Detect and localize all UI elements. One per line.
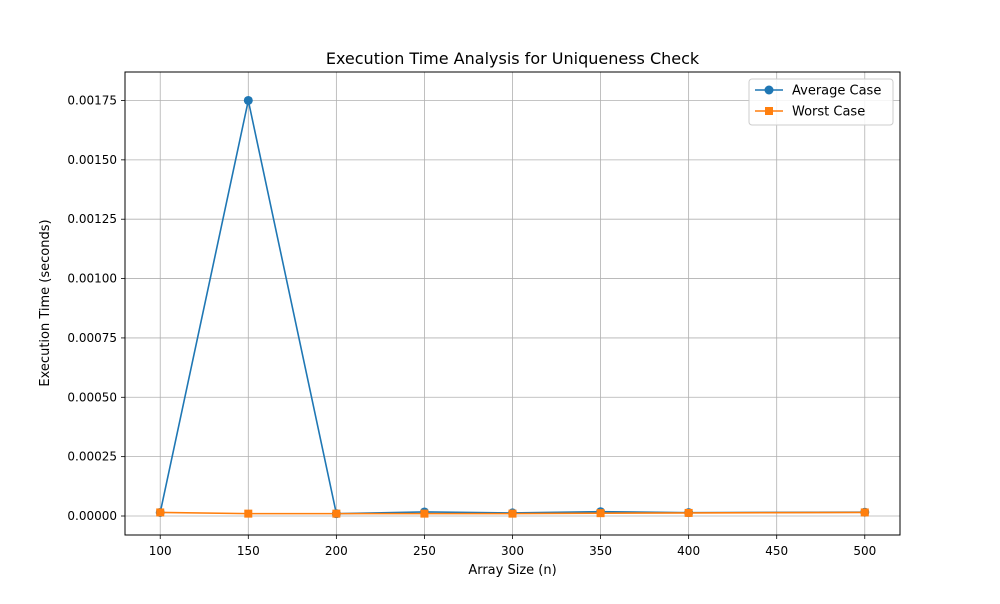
y-tick-label: 0.00025	[67, 450, 117, 464]
plot-series	[155, 95, 870, 519]
worst-case-data-point	[596, 509, 605, 518]
worst-case-data-point	[860, 508, 869, 517]
axis-ticks: 100 150 200 250 300 350 400 450 500 0.00000 0.0002…	[67, 93, 876, 558]
worst-case-data-point	[156, 508, 165, 517]
grid	[125, 72, 900, 535]
average-case-data-point	[243, 95, 253, 105]
worst-case-legend-label: Worst Case	[792, 105, 865, 120]
y-tick-label: 0.00100	[67, 272, 117, 286]
x-tick-label: 250	[413, 544, 436, 558]
worst-case-data-point	[244, 509, 253, 518]
worst-case-series-line	[160, 511, 865, 515]
y-tick-label: 0.00125	[67, 212, 117, 226]
y-tick-label: 0.00175	[67, 93, 117, 107]
y-tick-label: 0.00000	[67, 509, 117, 523]
y-axis-label: Execution Time (seconds)	[38, 219, 53, 386]
x-tick-label: 150	[237, 544, 260, 558]
worst-case-data-point	[420, 509, 429, 518]
x-tick-label: 400	[677, 544, 700, 558]
average-case-legend-marker	[764, 85, 774, 95]
average-case-legend-label: Average Case	[792, 84, 881, 99]
worst-case-data-point	[508, 509, 517, 518]
worst-case-data-point	[332, 509, 341, 518]
x-tick-label: 350	[589, 544, 612, 558]
y-tick-label: 0.00075	[67, 331, 117, 345]
worst-case-legend-marker	[765, 107, 773, 115]
x-tick-label: 300	[501, 544, 524, 558]
y-tick-label: 0.00150	[67, 153, 117, 167]
x-axis-label: Array Size (n)	[468, 563, 556, 578]
y-tick-label: 0.00050	[67, 390, 117, 404]
legend: Average Case Worst Case	[748, 78, 894, 126]
legend-box	[748, 78, 894, 126]
chart-title: Execution Time Analysis for Uniqueness C…	[326, 49, 700, 68]
x-tick-label: 500	[853, 544, 876, 558]
worst-case-data-point	[684, 508, 693, 517]
x-tick-label: 200	[325, 544, 348, 558]
x-tick-label: 450	[765, 544, 788, 558]
x-tick-label: 100	[149, 544, 172, 558]
